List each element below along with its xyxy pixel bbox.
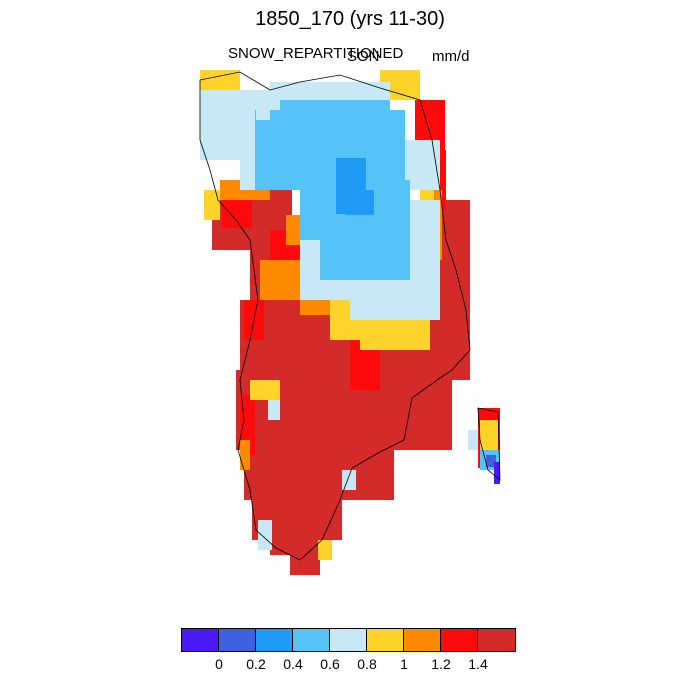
colorbar-swatch <box>256 629 293 651</box>
map-cell <box>290 550 320 575</box>
colorbar-swatch <box>330 629 367 651</box>
map-cell <box>480 420 498 450</box>
colorbar-tick-label: 0 <box>215 656 223 672</box>
colorbar <box>181 628 516 652</box>
map-cells <box>200 70 500 575</box>
map-cell <box>342 470 356 490</box>
colorbar-tick-label: 0.4 <box>283 656 303 672</box>
colorbar-swatch <box>219 629 256 651</box>
map-cell <box>486 455 496 467</box>
season-label: SON <box>347 48 380 65</box>
map-cell <box>250 380 280 400</box>
map-cell <box>240 440 250 470</box>
colorbar-tick-label: 1.2 <box>431 656 451 672</box>
coastline-east-island <box>477 407 501 481</box>
map-cell <box>350 280 440 320</box>
map-cell <box>468 430 478 450</box>
colorbar-ticks: 0 0.2 0.4 0.6 0.8 1 1.2 1.4 <box>0 656 700 676</box>
colorbar-tick-label: 0.6 <box>320 656 340 672</box>
colorbar-swatch <box>441 629 478 651</box>
colorbar-tick-label: 0.2 <box>246 656 266 672</box>
map-cell <box>204 190 220 220</box>
units-label: mm/d <box>432 48 470 65</box>
map-cell <box>256 96 270 120</box>
colorbar-swatch <box>478 629 515 651</box>
plot-title: 1850_170 (yrs 11-30) <box>255 8 445 30</box>
map-cell <box>258 520 272 550</box>
colorbar-tick-label: 1 <box>400 656 408 672</box>
colorbar-swatch <box>367 629 404 651</box>
map-cell <box>410 200 440 260</box>
map-cell <box>436 150 446 210</box>
colorbar-swatch <box>404 629 441 651</box>
map-cell <box>346 190 374 215</box>
colorbar-tick-label: 0.8 <box>357 656 377 672</box>
map-cell <box>320 230 410 280</box>
map-cell <box>260 160 320 190</box>
coastline <box>199 71 471 561</box>
map-cell <box>494 462 500 484</box>
variable-name: SNOW_REPARTITIONED <box>228 45 404 62</box>
map-cell <box>280 100 390 130</box>
colorbar-swatch <box>182 629 219 651</box>
colorbar-tick-label: 1.4 <box>468 656 488 672</box>
colorbar-swatch <box>293 629 330 651</box>
map-cell <box>270 82 390 102</box>
map-cell <box>318 540 332 560</box>
map-cell <box>268 400 280 420</box>
